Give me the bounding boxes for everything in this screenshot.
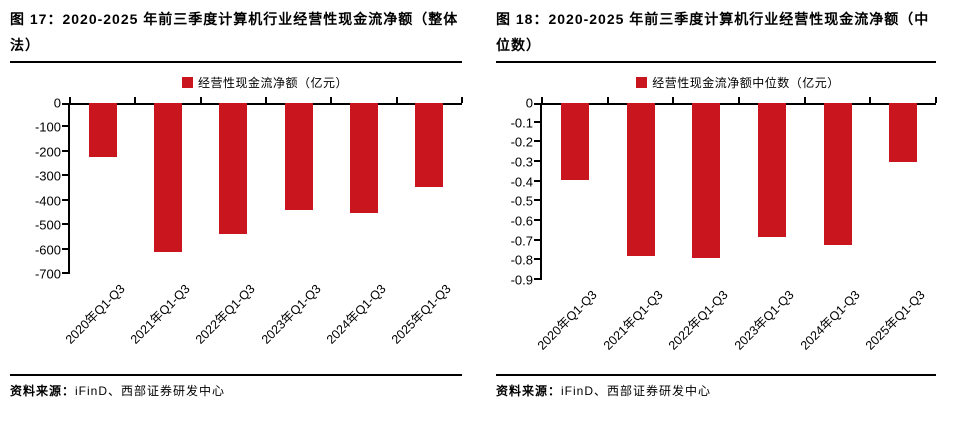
y-axis-tick-mark	[534, 103, 540, 105]
y-axis-tick-label: -500	[34, 217, 61, 233]
plot-area	[62, 97, 463, 274]
bar	[823, 103, 852, 245]
y-axis-tick-mark	[534, 140, 540, 143]
x-axis: 2020年Q1-Q3 2021年Q1-Q3 2022年Q1-Q3 2023年Q1-Q3…	[535, 280, 936, 362]
y-axis-tick-label: -0.6	[510, 213, 533, 229]
x-axis-tick-mark	[869, 97, 872, 103]
y-axis-tick-label: 0	[525, 95, 533, 111]
plot-area	[534, 97, 937, 280]
source-text: iFinD、西部证券研发中心	[561, 384, 712, 398]
chart-area: 0 -100 -200 -300 -400 -500 -600 -700	[10, 96, 463, 282]
x-axis-tick-mark	[738, 97, 740, 103]
legend-swatch-icon	[636, 76, 648, 88]
y-axis: 0 -100 -200 -300 -400 -500 -600 -700	[10, 96, 68, 282]
chart-legend: 经营性现金流净额（亿元）	[68, 73, 462, 91]
bar	[350, 103, 378, 213]
y-axis-tick-label: -0.5	[510, 193, 533, 209]
y-axis-tick-mark	[62, 103, 68, 105]
chart-legend: 经营性现金流净额中位数（亿元）	[540, 73, 936, 91]
bar	[415, 103, 444, 188]
bar	[626, 103, 655, 257]
figure-17: 图 17：2020-2025 年前三季度计算机行业经营性现金流净额（整体法） 经…	[0, 0, 486, 399]
bar	[219, 103, 248, 234]
y-axis-tick-mark	[534, 278, 540, 280]
y-axis-tick-label: -100	[34, 119, 61, 135]
y-axis-tick-label: 0	[53, 95, 61, 111]
y-axis-tick-label: -0.2	[510, 134, 533, 150]
x-axis-tick-mark	[541, 97, 543, 103]
x-axis-tick-mark	[330, 97, 333, 103]
y-axis-tick-mark	[62, 223, 68, 226]
y-axis-tick-label: -0.9	[510, 272, 533, 288]
x-axis-tick-mark	[134, 97, 137, 103]
y-axis-tick-mark	[62, 198, 68, 201]
y-axis-tick-mark	[534, 179, 540, 182]
chart-area: 0 -0.1 -0.2 -0.3 -0.4 -0.5 -0.6 -0.7 -0.8 -0.9	[496, 96, 937, 288]
y-axis-tick-mark	[534, 238, 540, 241]
y-axis-tick-mark	[534, 120, 540, 123]
legend-label: 经营性现金流净额（亿元）	[197, 75, 348, 90]
report-figures-row: 图 17：2020-2025 年前三季度计算机行业经营性现金流净额（整体法） 经…	[0, 0, 972, 399]
bar	[88, 103, 117, 157]
figure-title: 图 17：2020-2025 年前三季度计算机行业经营性现金流净额（整体法）	[10, 6, 462, 63]
x-axis-tick-mark	[803, 97, 806, 103]
bar	[284, 103, 313, 210]
y-axis-tick-label: -0.8	[510, 252, 533, 268]
x-axis-tick-mark	[69, 97, 71, 103]
bar	[560, 103, 589, 180]
y-axis-tick-label: -0.1	[510, 115, 533, 131]
figure-title: 图 18：2020-2025 年前三季度计算机行业经营性现金流净额（中位数）	[496, 6, 936, 63]
y-axis-tick-mark	[62, 272, 68, 274]
y-axis-tick-label: -0.4	[510, 174, 533, 190]
x-axis-tick-mark	[935, 97, 937, 103]
y-axis-tick-mark	[534, 219, 540, 221]
legend-label: 经营性现金流净额中位数（亿元）	[652, 75, 840, 90]
source-text: iFinD、西部证券研发中心	[75, 384, 226, 398]
source-note: 资料来源：iFinD、西部证券研发中心	[496, 374, 936, 399]
y-axis-tick-mark	[62, 125, 68, 128]
figure-18: 图 18：2020-2025 年前三季度计算机行业经营性现金流净额（中位数） 经…	[486, 0, 972, 399]
x-axis-tick-mark	[606, 97, 609, 103]
x-axis-tick-mark	[199, 97, 202, 103]
x-axis-tick-mark	[461, 97, 463, 103]
y-axis: 0 -0.1 -0.2 -0.3 -0.4 -0.5 -0.6 -0.7 -0.8 -0.9	[496, 96, 540, 288]
source-label: 资料来源：	[10, 384, 76, 398]
y-axis-tick-label: -0.7	[510, 233, 533, 249]
bar	[692, 103, 721, 259]
y-axis-tick-mark	[62, 174, 68, 177]
y-axis-tick-mark	[534, 160, 540, 162]
y-axis-tick-label: -400	[34, 193, 61, 209]
bar	[154, 103, 182, 252]
bar	[757, 103, 786, 237]
y-axis-tick-mark	[534, 258, 540, 261]
y-axis-tick-mark	[62, 149, 68, 152]
bar	[889, 103, 918, 162]
y-axis-tick-label: -700	[34, 266, 61, 282]
legend-swatch-icon	[181, 76, 193, 88]
x-axis-tick-mark	[672, 97, 675, 103]
y-axis-tick-label: -0.3	[510, 154, 533, 170]
x-axis: 2020年Q1-Q3 2021年Q1-Q3 2022年Q1-Q3 2023年Q1-Q3…	[62, 274, 462, 362]
source-note: 资料来源：iFinD、西部证券研发中心	[10, 374, 462, 399]
y-axis-tick-label: -600	[34, 242, 61, 258]
y-axis-tick-label: -200	[34, 144, 61, 160]
y-axis-tick-mark	[62, 247, 68, 250]
x-axis-tick-mark	[265, 97, 267, 103]
x-axis-tick-mark	[395, 97, 398, 103]
y-axis-tick-mark	[534, 199, 540, 202]
y-axis-tick-label: -300	[34, 168, 61, 184]
source-label: 资料来源：	[496, 384, 562, 398]
